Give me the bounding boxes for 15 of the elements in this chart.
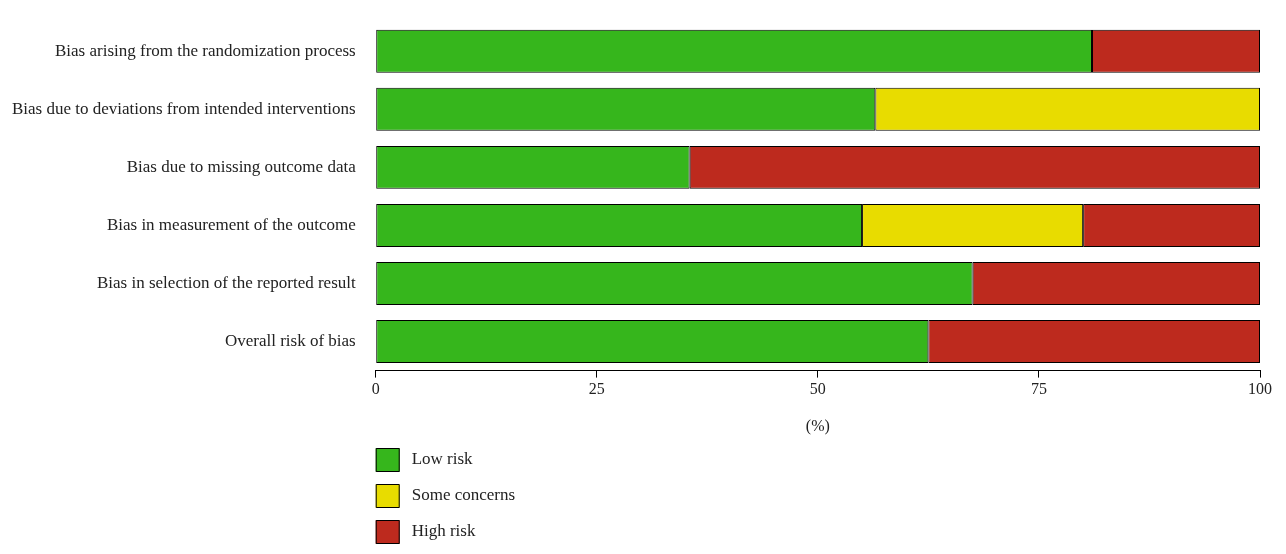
x-tick-label: 100 [1248,380,1272,398]
y-tick-label: Bias in selection of the reported result [97,272,356,292]
y-tick-label: Overall risk of bias [224,331,356,351]
x-tick-label: 75 [1030,380,1047,398]
x-axis-title: (%) [805,416,830,435]
y-tick-label: Bias arising from the randomization process [54,40,356,60]
x-tick-label: 25 [588,380,605,398]
y-tick-label: Bias due to missing outcome data [126,156,357,176]
x-tick-label: 50 [809,380,826,398]
legend-label: Some concerns [411,485,516,505]
legend-label: High risk [411,521,476,541]
legend-label: Low risk [411,449,474,469]
x-tick-label: 0 [371,380,380,398]
y-tick-label: Bias in measurement of the outcome [106,214,356,234]
y-tick-label: Bias due to deviations from intended interventions [11,98,356,118]
